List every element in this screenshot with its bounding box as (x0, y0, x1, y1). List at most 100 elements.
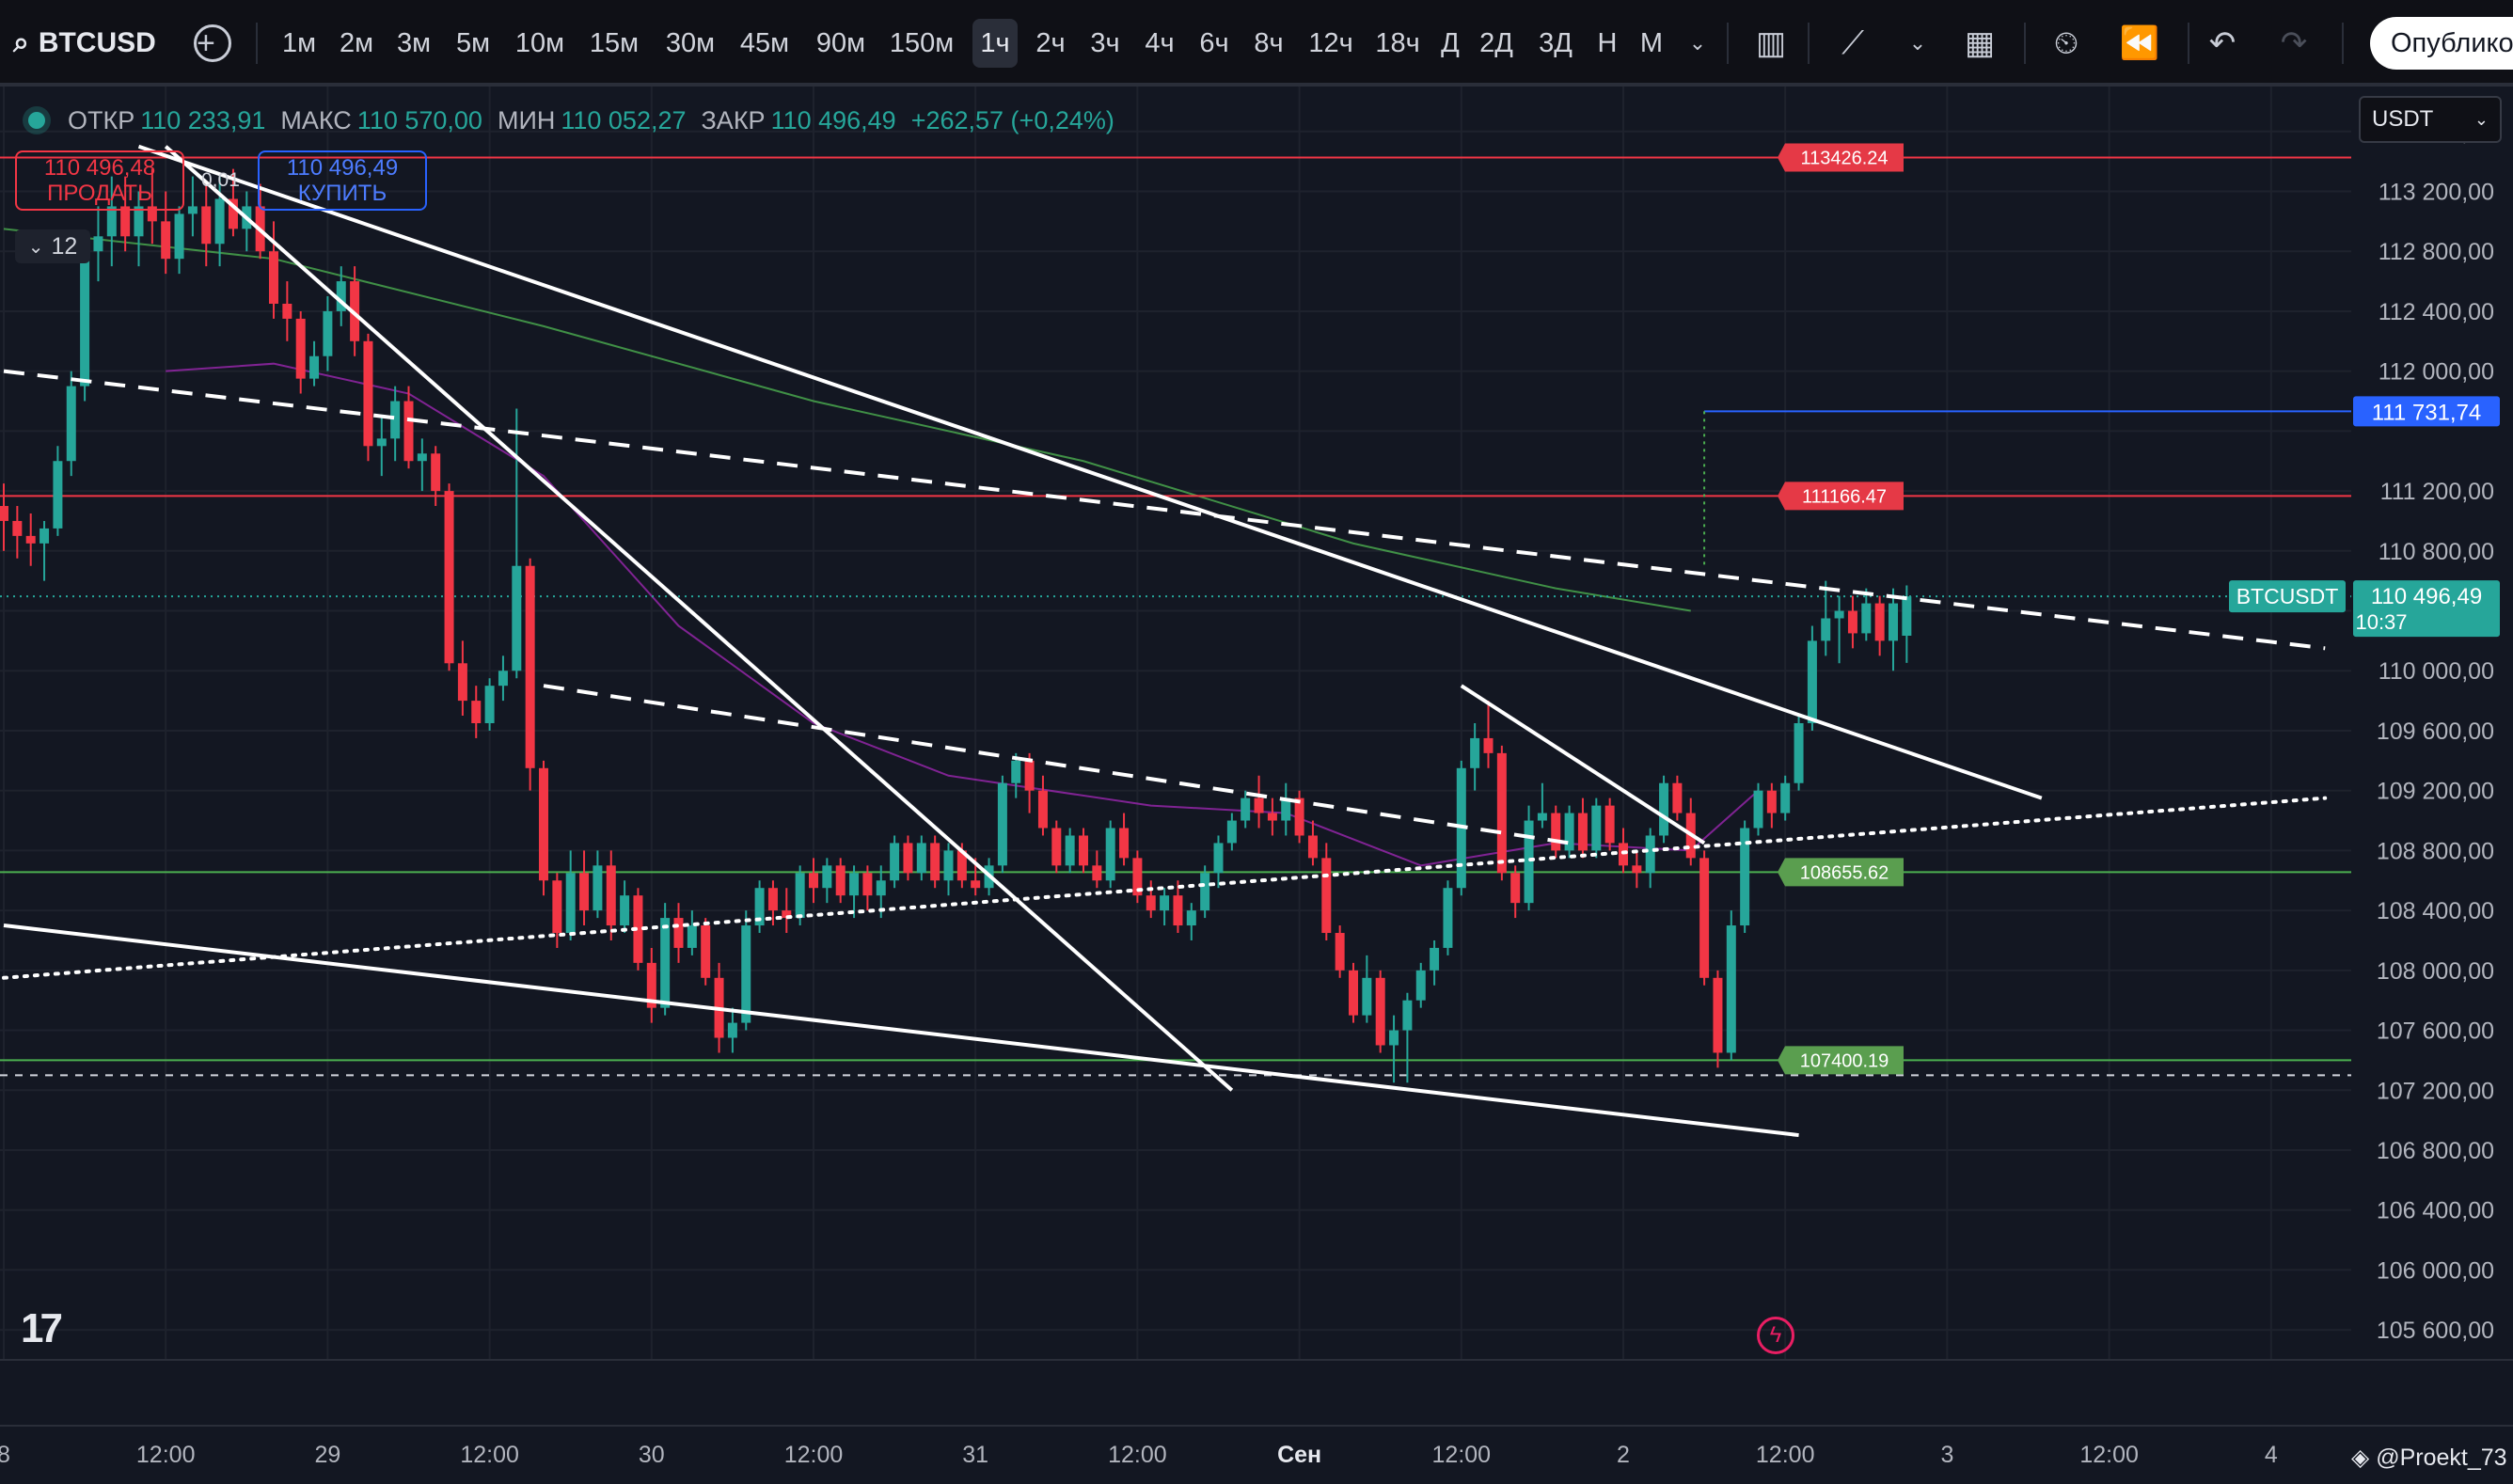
candle-body (1307, 835, 1318, 859)
candle-body (916, 843, 926, 874)
candle-body (53, 461, 63, 529)
timeframe-20[interactable]: 3Д (1539, 27, 1573, 58)
candle-body (1766, 790, 1777, 813)
candle-body (782, 910, 792, 919)
indicators-collapse-button[interactable]: ⌄ 12 (15, 229, 90, 263)
candle-body (498, 671, 508, 687)
candle-body (1713, 977, 1723, 1053)
candle-type-icon[interactable]: ▥ (1755, 25, 1787, 61)
chevron-down-icon[interactable]: ⌄ (1908, 31, 1927, 55)
timeframe-8[interactable]: 90м (815, 27, 866, 58)
timeframe-11[interactable]: 2ч (1035, 27, 1066, 58)
symbol-search[interactable]: ⌕ BTCUSD (13, 0, 156, 87)
candle-body (930, 843, 940, 881)
candle-body (876, 880, 886, 896)
candle-body (1011, 760, 1021, 783)
timeframe-19[interactable]: 2Д (1479, 27, 1513, 58)
y-tick-label: 110 000,00 (2379, 658, 2494, 685)
publish-button[interactable]: Опублико (2370, 17, 2513, 70)
candle-body (471, 701, 482, 723)
candle-body (1496, 752, 1507, 874)
level-tag (1778, 1046, 1904, 1075)
layout-icon[interactable]: ▦ (1964, 25, 1996, 61)
timeframe-14[interactable]: 6ч (1199, 27, 1229, 58)
candle-body (997, 782, 1007, 866)
undo-icon[interactable]: ↶ (2208, 25, 2236, 61)
candle-body (862, 873, 873, 896)
buy-button[interactable]: 110 496,49 КУПИТЬ (258, 150, 427, 211)
candle-body (214, 198, 225, 245)
chevron-down-icon[interactable]: ⌄ (1688, 31, 1707, 55)
candle-body (66, 386, 76, 462)
timeframe-1[interactable]: 2м (339, 27, 374, 58)
candle-body (336, 281, 346, 311)
candle-body (1483, 737, 1494, 753)
candle-body (120, 206, 131, 237)
current-price-label: 110 496,49 (2371, 584, 2482, 609)
candle-body (174, 213, 184, 260)
y-tick-label: 108 000,00 (2377, 958, 2494, 985)
timeframe-10[interactable]: 1ч (972, 19, 1018, 68)
tradingview-logo: 17 (21, 1305, 63, 1351)
x-tick-label: 4 (2265, 1442, 2278, 1468)
timeframe-22[interactable]: М (1639, 27, 1664, 58)
candle-body (147, 206, 157, 222)
candle-body (228, 198, 238, 229)
level-tag-label: 113426.24 (1800, 148, 1888, 168)
candle-body (687, 925, 697, 948)
timeframe-4[interactable]: 10м (514, 27, 565, 58)
compare-add-icon[interactable]: + (194, 24, 231, 62)
author-watermark: ◈ @Proekt_73 (2351, 1444, 2507, 1472)
y-tick-label: 106 400,00 (2377, 1198, 2494, 1224)
timeframe-9[interactable]: 150м (889, 27, 955, 58)
candle-body (1672, 782, 1683, 813)
countdown-label: 10:37 (2355, 610, 2407, 634)
y-tick-label: 109 200,00 (2377, 779, 2494, 805)
candle-body (1173, 895, 1183, 926)
candle-body (552, 880, 562, 934)
moving-average-line (3, 228, 1691, 612)
candle-body (269, 251, 278, 304)
timeframe-0[interactable]: 1м (281, 27, 317, 58)
candle-body (956, 850, 967, 881)
candle-body (1645, 835, 1655, 874)
trendlines[interactable] (2, 144, 2328, 1138)
timeframe-18[interactable]: Д (1441, 27, 1460, 58)
candle-body (1226, 820, 1237, 844)
candle-body (971, 880, 981, 889)
alert-icon[interactable]: ⏲ (2053, 24, 2079, 61)
timeframe-3[interactable]: 5м (455, 27, 491, 58)
candle-body (1902, 596, 1912, 636)
candle-body (835, 865, 846, 896)
y-tick-label: 107 600,00 (2377, 1018, 2494, 1045)
candle-body (1051, 828, 1062, 866)
timeframe-2[interactable]: 3м (396, 27, 432, 58)
timeframe-6[interactable]: 30м (665, 27, 716, 58)
candle-body (1024, 760, 1035, 791)
candle-body (1753, 790, 1763, 829)
candle-body (1254, 797, 1264, 813)
candle-body (741, 925, 751, 1023)
currency-select[interactable]: USDT ⌄ (2359, 96, 2502, 143)
candle-body (417, 453, 427, 462)
timeframe-21[interactable]: Н (1597, 27, 1618, 58)
timeframe-12[interactable]: 3ч (1090, 27, 1120, 58)
high-label: МАКС (280, 105, 352, 134)
search-icon: ⌕ (13, 27, 29, 58)
timeframe-16[interactable]: 12ч (1308, 27, 1353, 58)
lightning-icon[interactable]: ϟ (1757, 1317, 1794, 1354)
timeframe-7[interactable]: 45м (739, 27, 790, 58)
candle-body (1092, 865, 1102, 881)
indicators-icon[interactable]: ⟋ (1841, 24, 1864, 61)
timeframe-5[interactable]: 15м (589, 27, 640, 58)
buy-price: 110 496,49 (286, 155, 399, 181)
timeframe-15[interactable]: 8ч (1254, 27, 1284, 58)
timeframe-17[interactable]: 18ч (1375, 27, 1420, 58)
timeframe-13[interactable]: 4ч (1145, 27, 1175, 58)
spread-value: 0,01 (201, 169, 240, 191)
replay-icon[interactable]: ⏪ (2119, 25, 2160, 61)
sell-button[interactable]: 110 496,48 ПРОДАТЬ (15, 150, 184, 211)
redo-icon[interactable]: ↷ (2280, 25, 2308, 61)
candle-body (403, 401, 414, 462)
